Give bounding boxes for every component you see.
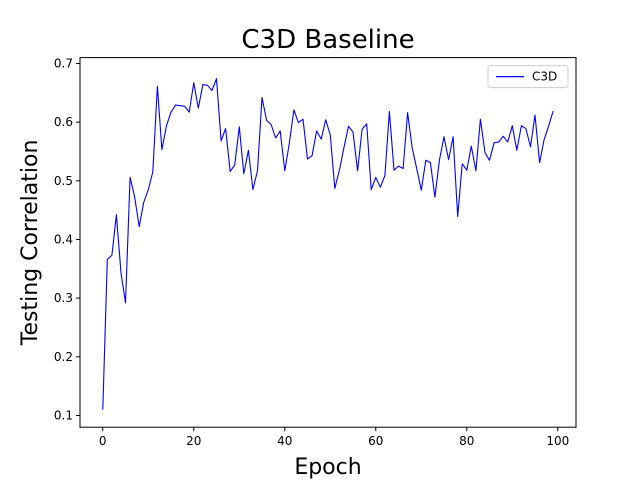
y-axis-label: Testing Correlation xyxy=(18,140,43,347)
x-tick-label: 100 xyxy=(546,434,569,448)
x-tick-label: 20 xyxy=(186,434,201,448)
legend-label-c3d: C3D xyxy=(532,70,557,84)
y-axis: 0.1 0.2 0.3 0.4 0.5 0.6 0.7 xyxy=(54,56,80,422)
y-tick-label: 0.3 xyxy=(54,291,73,305)
x-tick-label: 80 xyxy=(459,434,474,448)
x-axis-label: Epoch xyxy=(294,455,361,480)
axes-frame xyxy=(79,57,577,428)
y-tick-label: 0.7 xyxy=(54,56,73,70)
x-tick-label: 40 xyxy=(277,434,292,448)
legend: C3D xyxy=(487,65,569,89)
y-tick-label: 0.5 xyxy=(54,174,73,188)
y-tick-label: 0.6 xyxy=(54,115,73,129)
series-line-c3d xyxy=(102,78,554,410)
y-tick-label: 0.1 xyxy=(54,408,73,422)
x-tick-label: 0 xyxy=(99,434,107,448)
chart-title: C3D Baseline xyxy=(241,25,414,55)
y-tick-label: 0.2 xyxy=(54,350,73,364)
legend-box xyxy=(487,65,569,89)
plot-area xyxy=(102,78,554,410)
y-tick-label: 0.4 xyxy=(54,232,73,246)
x-axis: 0 20 40 60 80 100 xyxy=(99,427,569,448)
x-tick-label: 60 xyxy=(368,434,383,448)
